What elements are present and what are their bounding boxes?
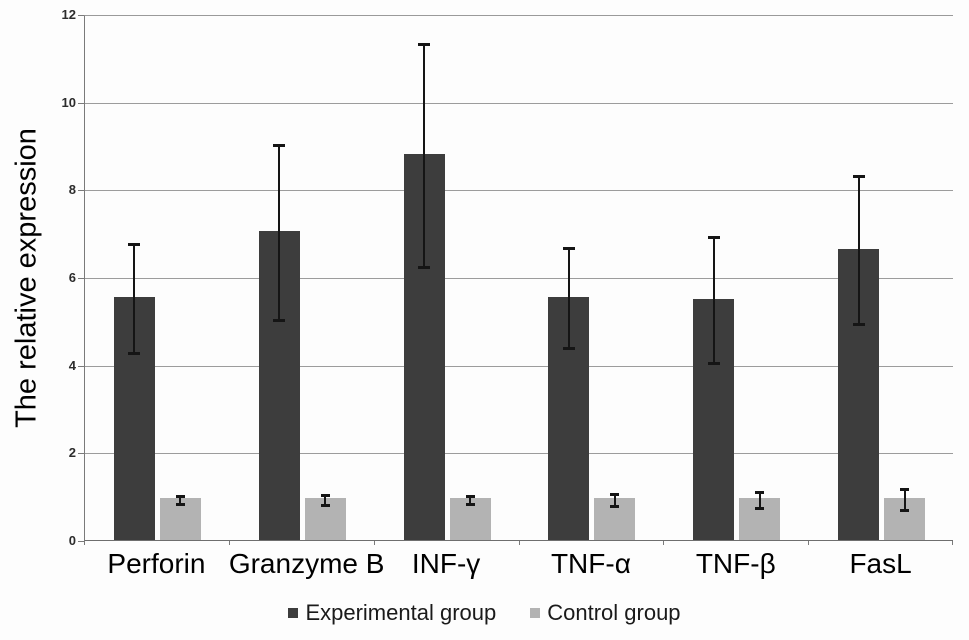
gridline	[85, 102, 953, 104]
error-bar-line	[324, 495, 327, 506]
x-category-label: Perforin	[107, 548, 206, 579]
y-axis-title: The relative expression	[10, 128, 43, 428]
gridline	[85, 453, 953, 455]
error-bar-line	[758, 491, 761, 510]
error-bar-cap-top	[852, 174, 865, 178]
y-axis-tick	[78, 541, 84, 542]
legend-label: Experimental group	[305, 600, 497, 625]
error-bar-cap-bottom	[755, 507, 765, 511]
error-bar-line	[712, 237, 715, 365]
y-tick-label: 4	[68, 357, 76, 373]
x-axis-tick	[663, 541, 665, 545]
x-category-label: TNF-β	[695, 548, 776, 579]
y-axis-tick	[78, 453, 84, 455]
y-tick-label: 2	[68, 445, 76, 461]
y-axis-tick	[78, 190, 84, 192]
error-bar-cap-bottom	[465, 502, 475, 506]
x-axis-tick	[518, 541, 520, 545]
plot-area	[84, 15, 953, 541]
error-bar-cap-bottom	[418, 266, 431, 270]
error-bar-cap-top	[320, 494, 330, 498]
error-bar-cap-top	[900, 488, 910, 492]
gridline	[85, 365, 953, 367]
error-bar-cap-bottom	[900, 509, 910, 513]
error-bar-line	[179, 495, 182, 505]
x-category-label: FasL	[849, 548, 912, 579]
y-axis-tick	[78, 15, 84, 16]
gridline	[85, 278, 953, 279]
error-bar-line	[613, 493, 616, 507]
error-bar-cap-bottom	[273, 318, 286, 322]
x-category-label: Granzyme B	[228, 548, 385, 579]
error-bar-line	[567, 248, 570, 350]
error-bar-cap-top	[128, 242, 141, 246]
error-bar-cap-bottom	[175, 502, 185, 506]
x-axis-tick	[228, 541, 230, 545]
error-bar-cap-bottom	[562, 347, 575, 351]
x-category-label: TNF-α	[550, 548, 631, 579]
legend-item: Experimental group	[288, 600, 496, 626]
legend-item: Control group	[530, 600, 681, 626]
error-bar-cap-top	[755, 490, 765, 494]
error-bar-cap-bottom	[707, 362, 720, 366]
error-bar-cap-top	[465, 494, 475, 498]
legend: Experimental group Control group	[0, 600, 969, 626]
error-bar-cap-top	[175, 494, 185, 498]
y-axis-tick	[78, 278, 84, 279]
y-tick-label: 0	[68, 533, 76, 548]
x-axis-tick	[84, 541, 85, 545]
error-bar-cap-bottom	[852, 323, 865, 327]
y-tick-label: 10	[61, 94, 76, 110]
error-bar-cap-bottom	[610, 504, 620, 508]
error-bar-cap-bottom	[320, 503, 330, 507]
error-bar-line	[903, 489, 906, 512]
error-bar-cap-top	[562, 247, 575, 251]
x-category-label: INF-γ	[411, 548, 481, 579]
error-bar-line	[469, 495, 472, 505]
error-bar-line	[133, 243, 136, 354]
legend-marker-control	[530, 608, 541, 618]
legend-label: Control group	[547, 600, 681, 625]
y-tick-label: 6	[68, 270, 76, 285]
error-bar-line	[857, 175, 860, 326]
x-axis-tick	[952, 541, 953, 545]
error-bar-line	[423, 44, 426, 269]
error-bar-cap-top	[610, 492, 620, 496]
y-tick-label: 8	[68, 182, 76, 198]
gridline	[85, 190, 953, 192]
x-axis-tick	[373, 541, 375, 545]
error-bar-cap-bottom	[128, 351, 141, 355]
legend-marker-experimental	[288, 608, 299, 618]
y-axis-tick	[78, 102, 84, 104]
x-axis-tick	[808, 541, 810, 545]
y-axis-tick	[78, 365, 84, 367]
error-bar-cap-top	[707, 236, 720, 240]
y-tick-label: 12	[61, 7, 76, 22]
error-bar-cap-top	[273, 144, 286, 148]
error-bar-line	[278, 145, 281, 321]
error-bar-cap-top	[418, 43, 431, 47]
